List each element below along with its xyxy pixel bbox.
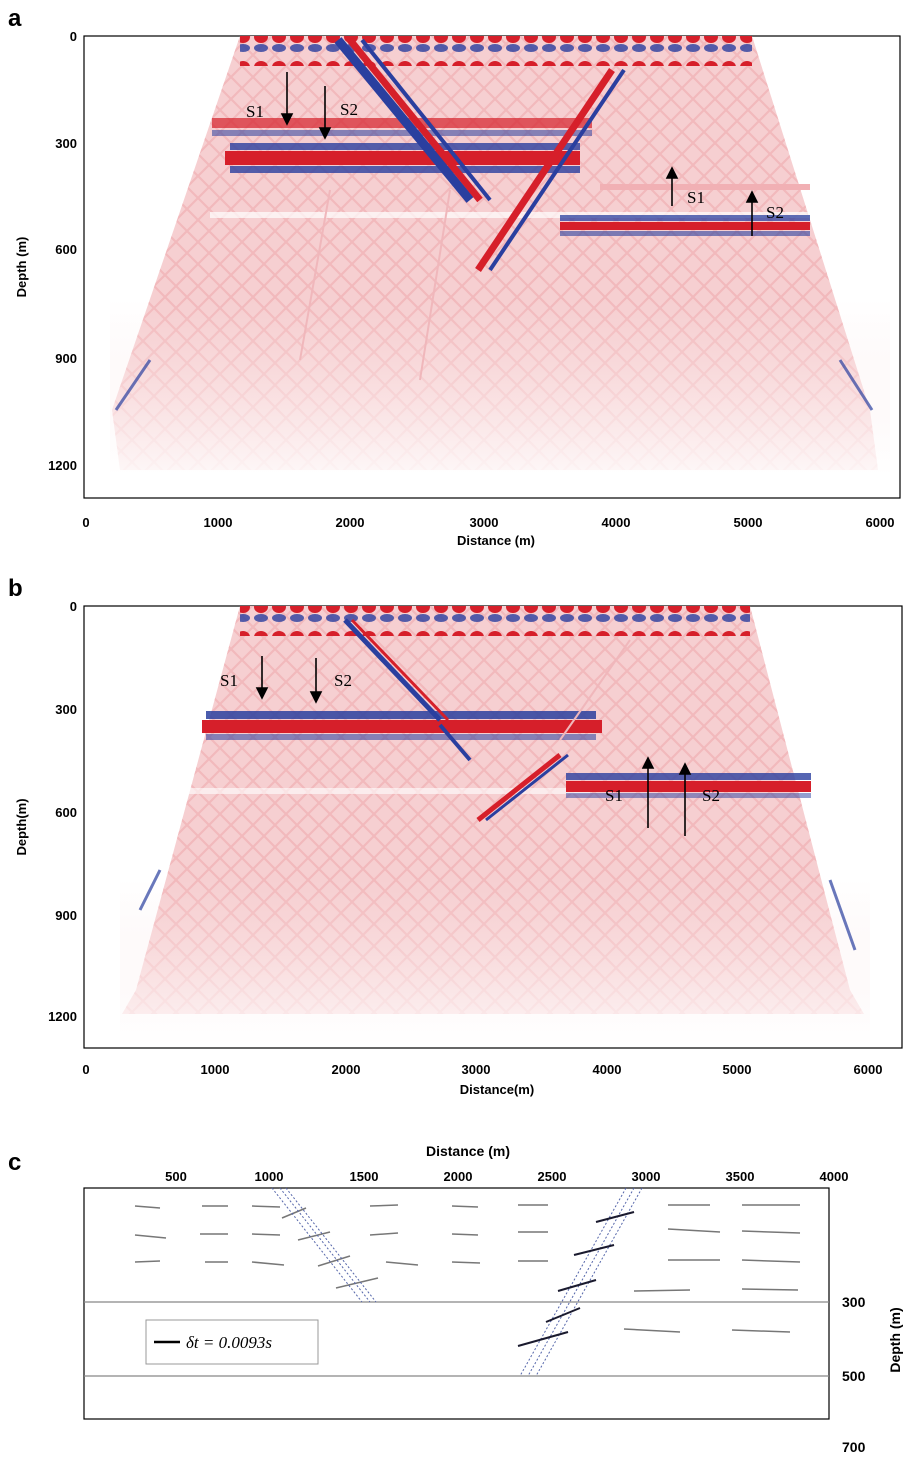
panel-b-label-s2-right: S2 bbox=[702, 786, 720, 805]
panel-a-ytick: 300 bbox=[55, 136, 77, 151]
panel-b-xtick: 0 bbox=[82, 1062, 89, 1077]
panel-c-xtick: 2000 bbox=[444, 1169, 473, 1184]
panel-c-xtick: 1500 bbox=[350, 1169, 379, 1184]
panel-a-xtick: 4000 bbox=[602, 515, 631, 530]
panel-a-xtick: 1000 bbox=[204, 515, 233, 530]
panel-a-xtick: 5000 bbox=[734, 515, 763, 530]
panel-c-xtick: 3000 bbox=[632, 1169, 661, 1184]
panel-b-ytick: 1200 bbox=[48, 1009, 77, 1024]
panel-a-reflector-s2-right bbox=[560, 222, 810, 230]
panel-b-reflector-s2-left bbox=[202, 720, 602, 733]
panel-a-label-s2-right: S2 bbox=[766, 203, 784, 222]
panel-b-label-s1-right: S1 bbox=[605, 786, 623, 805]
panel-b-xtick: 1000 bbox=[201, 1062, 230, 1077]
panel-b-xtick: 4000 bbox=[593, 1062, 622, 1077]
panel-b-fault-left bbox=[343, 618, 442, 722]
panel-a-ytick: 900 bbox=[55, 351, 77, 366]
panel-c-ytick: 700 bbox=[842, 1439, 866, 1455]
panel-b-reflector-s1-left bbox=[206, 711, 596, 719]
panel-a-letter: a bbox=[8, 5, 22, 32]
panel-a-fault-left bbox=[334, 37, 474, 203]
panel-c-fault-left bbox=[271, 1187, 377, 1303]
panel-c-xtick: 1000 bbox=[255, 1169, 284, 1184]
panel-b-reflector-s2-right bbox=[566, 781, 811, 792]
panel-a-ylabel: Depth (m) bbox=[14, 237, 29, 298]
panel-c-ylabel: Depth (m) bbox=[887, 1307, 903, 1372]
panel-a-x-ticks: 0 1000 2000 3000 4000 5000 6000 bbox=[82, 515, 894, 530]
panel-b: b S1 S2 S1 S2 0 bbox=[8, 575, 903, 1097]
panel-a-xtick: 6000 bbox=[866, 515, 895, 530]
panel-c-legend-text: δt = 0.0093s bbox=[186, 1333, 272, 1352]
panel-b-reflector-s1-right bbox=[566, 773, 811, 780]
panel-a-reflector-s1-left bbox=[230, 143, 580, 150]
panel-b-letter: b bbox=[8, 575, 23, 602]
panel-a: a bbox=[8, 5, 901, 548]
panel-c-frame bbox=[83, 1187, 830, 1420]
panel-b-ylabel: Depth(m) bbox=[14, 798, 29, 855]
panel-b-xtick: 3000 bbox=[462, 1062, 491, 1077]
panel-a-y-ticks: 0 300 600 900 1200 bbox=[48, 29, 77, 473]
panel-a-xtick: 3000 bbox=[470, 515, 499, 530]
panel-c-xtick: 3500 bbox=[726, 1169, 755, 1184]
panel-b-arrows bbox=[255, 656, 692, 836]
panel-b-y-ticks: 0 300 600 900 1200 bbox=[48, 599, 77, 1024]
panel-b-xtick: 2000 bbox=[332, 1062, 361, 1077]
panel-a-ytick: 0 bbox=[70, 29, 77, 44]
panel-b-x-ticks: 0 1000 2000 3000 4000 5000 6000 bbox=[82, 1062, 882, 1077]
panel-c-xtick: 500 bbox=[165, 1169, 187, 1184]
panel-a-arrows bbox=[280, 72, 759, 236]
panel-c-xtick: 2500 bbox=[538, 1169, 567, 1184]
panel-c-fault-sticks bbox=[517, 1211, 635, 1347]
panel-a-reflector-s2-left bbox=[225, 151, 580, 165]
panel-b-fault-right bbox=[476, 753, 562, 822]
panel-a-xtick: 0 bbox=[82, 515, 89, 530]
panel-c-ytick: 500 bbox=[842, 1368, 866, 1384]
panel-a-fault-right bbox=[475, 68, 615, 272]
panel-c: c Distance (m) 500 1000 1500 2000 2500 3… bbox=[8, 1143, 903, 1455]
panel-b-ytick: 600 bbox=[55, 805, 77, 820]
panel-c-xlabel: Distance (m) bbox=[426, 1143, 510, 1159]
panel-a-xtick: 2000 bbox=[336, 515, 365, 530]
panel-a-label-s1-right: S1 bbox=[687, 188, 705, 207]
panel-b-ytick: 0 bbox=[70, 599, 77, 614]
panel-a-ytick: 1200 bbox=[48, 458, 77, 473]
panel-c-xtick: 4000 bbox=[820, 1169, 849, 1184]
panel-a-reflector-s1-right bbox=[560, 215, 810, 221]
panel-c-ytick: 300 bbox=[842, 1294, 866, 1310]
panel-b-xtick: 5000 bbox=[723, 1062, 752, 1077]
panel-b-ytick: 300 bbox=[55, 702, 77, 717]
panel-a-xlabel: Distance (m) bbox=[457, 533, 535, 548]
panel-b-xtick: 6000 bbox=[854, 1062, 883, 1077]
panel-a-ytick: 600 bbox=[55, 242, 77, 257]
panel-b-ytick: 900 bbox=[55, 908, 77, 923]
panel-b-label-s2-left: S2 bbox=[334, 671, 352, 690]
panel-c-x-ticks: 500 1000 1500 2000 2500 3000 3500 4000 bbox=[165, 1169, 848, 1184]
panel-a-label-s1-left: S1 bbox=[246, 102, 264, 121]
panel-c-y-ticks: 300 500 700 bbox=[842, 1294, 866, 1455]
panel-a-source-wavelets bbox=[240, 36, 752, 66]
panel-b-label-s1-left: S1 bbox=[220, 671, 238, 690]
panel-c-letter: c bbox=[8, 1149, 21, 1176]
panel-b-source-wavelets bbox=[240, 606, 750, 636]
panel-b-xlabel: Distance(m) bbox=[460, 1082, 534, 1097]
panel-a-label-s2-left: S2 bbox=[340, 100, 358, 119]
panel-c-splitting-sticks bbox=[134, 1204, 801, 1333]
